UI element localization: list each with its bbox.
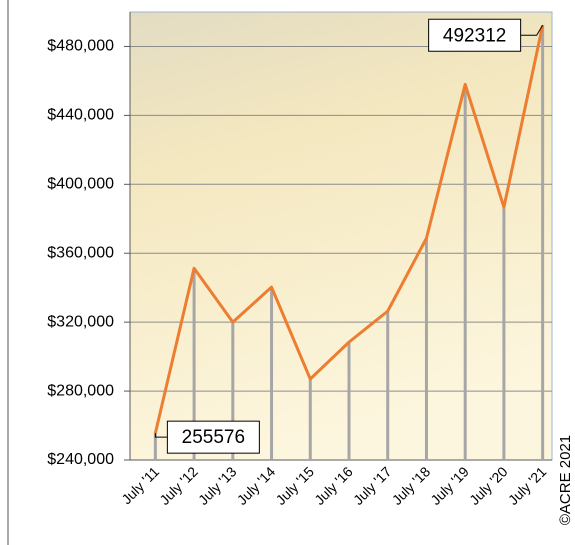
- x-tick-label: July '19: [427, 463, 472, 508]
- data-label: 492312: [443, 25, 506, 46]
- x-tick-label: July '17: [350, 463, 395, 508]
- x-tick-label: July '16: [311, 463, 356, 508]
- x-tick-label: July '18: [389, 463, 434, 508]
- y-tick-label: $360,000: [47, 244, 114, 261]
- data-label: 255576: [182, 427, 245, 448]
- y-tick-label: $280,000: [47, 382, 114, 399]
- data-label-box: [166, 420, 260, 454]
- leader-line: [520, 24, 544, 36]
- x-tick-label: July '13: [195, 463, 240, 508]
- data-label-box: [428, 18, 522, 52]
- y-tick-label: $440,000: [47, 107, 114, 124]
- y-tick-label: $400,000: [47, 176, 114, 193]
- copyright: ©ACRE 2021: [557, 435, 574, 525]
- series-line: [153, 24, 545, 434]
- x-tick-label: July '12: [156, 463, 201, 508]
- x-tick-label: July '21: [505, 463, 550, 508]
- y-tick-label: $480,000: [47, 38, 114, 55]
- x-tick-label: July '14: [234, 463, 279, 508]
- leader-line: [154, 433, 168, 438]
- x-tick-label: July '20: [466, 463, 511, 508]
- x-tick-label: July '15: [272, 463, 317, 508]
- y-tick-label: $240,000: [47, 451, 114, 468]
- y-tick-label: $320,000: [47, 313, 114, 330]
- x-tick-label: July '11: [118, 463, 162, 507]
